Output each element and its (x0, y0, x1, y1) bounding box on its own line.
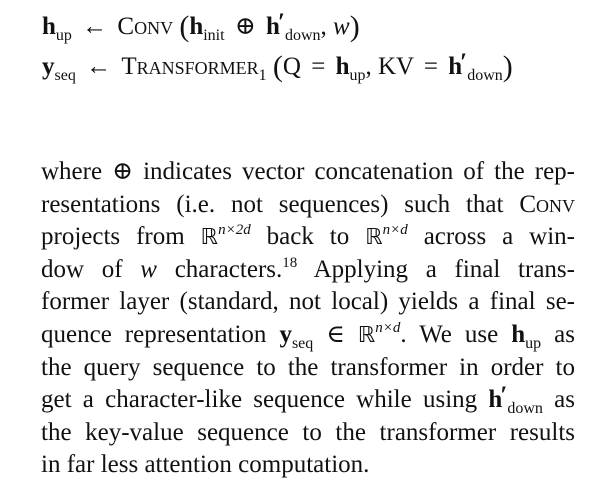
line-4-text-b: characters. (156, 255, 283, 283)
y-seq-sub: seq (291, 334, 314, 352)
line-6-text-c: . We use (400, 320, 512, 348)
eq2-kv-sub: down (467, 67, 503, 84)
eq1-comma: , (320, 13, 327, 40)
paragraph-line-10: in far less attention computation. (41, 451, 370, 479)
eq2-lhs-var: y (42, 53, 55, 80)
paragraph-line-1: where ⊕ indicates vector concatenation o… (41, 158, 575, 185)
line-3-text-b: back to (250, 223, 366, 251)
window-var-w: w (140, 255, 157, 283)
eq1-concat: ⊕ (234, 13, 256, 40)
eq1-lhs-var: h (42, 13, 56, 40)
line-3-text-a: projects from (41, 223, 201, 251)
eq1-lhs-sub: up (55, 27, 72, 44)
dim-sup-2: n×d (382, 222, 408, 239)
eq2-kv-prime: ′ (460, 49, 468, 76)
paragraph-line-4: dow of w characters.18 Applying a final … (41, 254, 575, 287)
eq2-op-sub: 1 (258, 67, 267, 84)
eq1-arg2-prime: ′ (277, 9, 285, 36)
paragraph-line-7: the query sequence to the transformer in… (41, 353, 575, 381)
footnote-marker[interactable]: 18 (282, 254, 298, 271)
equation-1: hup ← Conv (hinit ⊕ h′down, w) (42, 9, 360, 44)
y-seq-var: y (279, 320, 292, 348)
eq1-arg1-var: h (189, 13, 204, 40)
h-down-prime: ′ (500, 382, 508, 410)
eq2-eq-sign-1: = (311, 53, 326, 80)
eq1-arg2-sub: down (284, 27, 321, 44)
eq2-op-name: Transformer (121, 53, 259, 80)
dim-sup-3: n×d (375, 319, 401, 336)
line-2-text: resentations (i.e. not sequences) such t… (41, 190, 520, 218)
element-of-symbol: ∈ (313, 320, 358, 348)
eq2-open-paren: ( (272, 50, 283, 83)
eq2-arrow: ← (86, 53, 112, 80)
eq2-q-label: Q (282, 53, 301, 80)
eq2-kv-label: KV (377, 53, 414, 80)
eq1-arrow: ← (82, 13, 108, 40)
line-8-text-b: as (542, 386, 576, 414)
equation-2: yseq ← Transformer1 (Q = hup, KV = h′dow… (42, 49, 513, 84)
paragraph-line-6: quence representation yseq ∈ ℝn×d. We us… (41, 319, 575, 352)
eq1-op-name: Conv (117, 13, 174, 40)
conv-operator: Conv (519, 190, 575, 218)
dim-sup-1: n×2d (218, 222, 251, 239)
h-up-var: h (511, 320, 526, 348)
eq2-lhs-sub: seq (54, 67, 76, 84)
h-down-var: h (488, 386, 503, 414)
eq2-eq-sign-2: = (423, 53, 438, 80)
paragraph-line-8: get a character-like sequence while usin… (41, 382, 576, 418)
reals-symbol-3: ℝ (357, 322, 376, 348)
eq2-close-paren: ) (502, 50, 513, 83)
eq1-arg2-var: h (266, 13, 280, 40)
eq2-comma: , (365, 53, 372, 80)
line-8-text-a: get a character-like sequence while usin… (41, 386, 489, 414)
reals-symbol-1: ℝ (200, 225, 219, 251)
eq1-arg3: w (333, 13, 350, 40)
eq1-arg1-sub: init (203, 27, 225, 44)
line-6-text-a: quence representation (41, 320, 280, 348)
line-6-text-d: as (541, 320, 575, 348)
paragraph-line-3: projects from ℝn×2d back to ℝn×d across … (41, 221, 575, 254)
body-paragraph: where ⊕ indicates vector concatenation o… (41, 156, 575, 482)
eq2-q-sub: up (349, 67, 366, 84)
eq2-kv-var: h (448, 53, 463, 80)
line-4-text-c: Applying a final trans- (297, 255, 575, 283)
paragraph-line-2: resentations (i.e. not sequences) such t… (41, 189, 575, 222)
paragraph-line-5: former layer (standard, not local) yield… (41, 288, 575, 316)
eq1-close-paren: ) (349, 10, 360, 43)
line-3-text-c: across a win- (407, 223, 576, 251)
line-4-text-a: dow of (41, 255, 141, 283)
h-down-sub: down (507, 400, 543, 418)
h-up-sub: up (525, 334, 542, 352)
eq2-q-var: h (335, 53, 350, 80)
eq1-open-paren: ( (179, 10, 190, 43)
reals-symbol-2: ℝ (365, 225, 383, 251)
paragraph-line-9: the key-value sequence to the transforme… (41, 418, 575, 446)
